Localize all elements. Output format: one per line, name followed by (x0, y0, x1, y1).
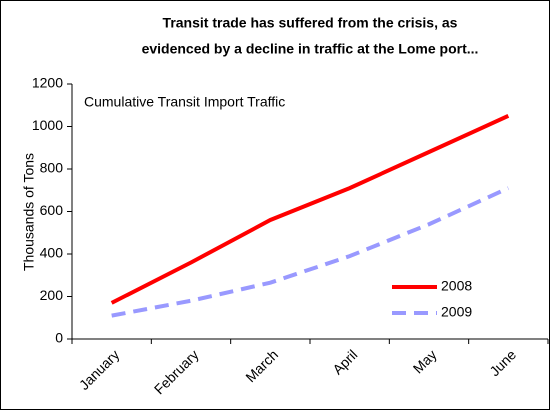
annotation: Cumulative Transit Import Traffic (84, 94, 285, 110)
y-tick-label: 1200 (32, 75, 63, 91)
y-tick-label: 0 (55, 330, 63, 346)
y-axis-label: Thousands of Tons (21, 153, 37, 271)
line-series (111, 186, 510, 318)
chart-title: Transit trade has suffered from the cris… (163, 15, 458, 31)
legend-label: 2008 (441, 278, 472, 294)
line-series (110, 114, 510, 305)
y-tick-label: 600 (40, 202, 64, 218)
y-tick-label: 800 (40, 160, 64, 176)
chart-title: evidenced by a decline in traffic at the… (142, 41, 479, 57)
y-tick-label: 400 (40, 245, 64, 261)
y-tick-label: 200 (40, 287, 64, 303)
legend-label: 2009 (441, 304, 472, 320)
y-tick-label: 1000 (32, 117, 63, 133)
